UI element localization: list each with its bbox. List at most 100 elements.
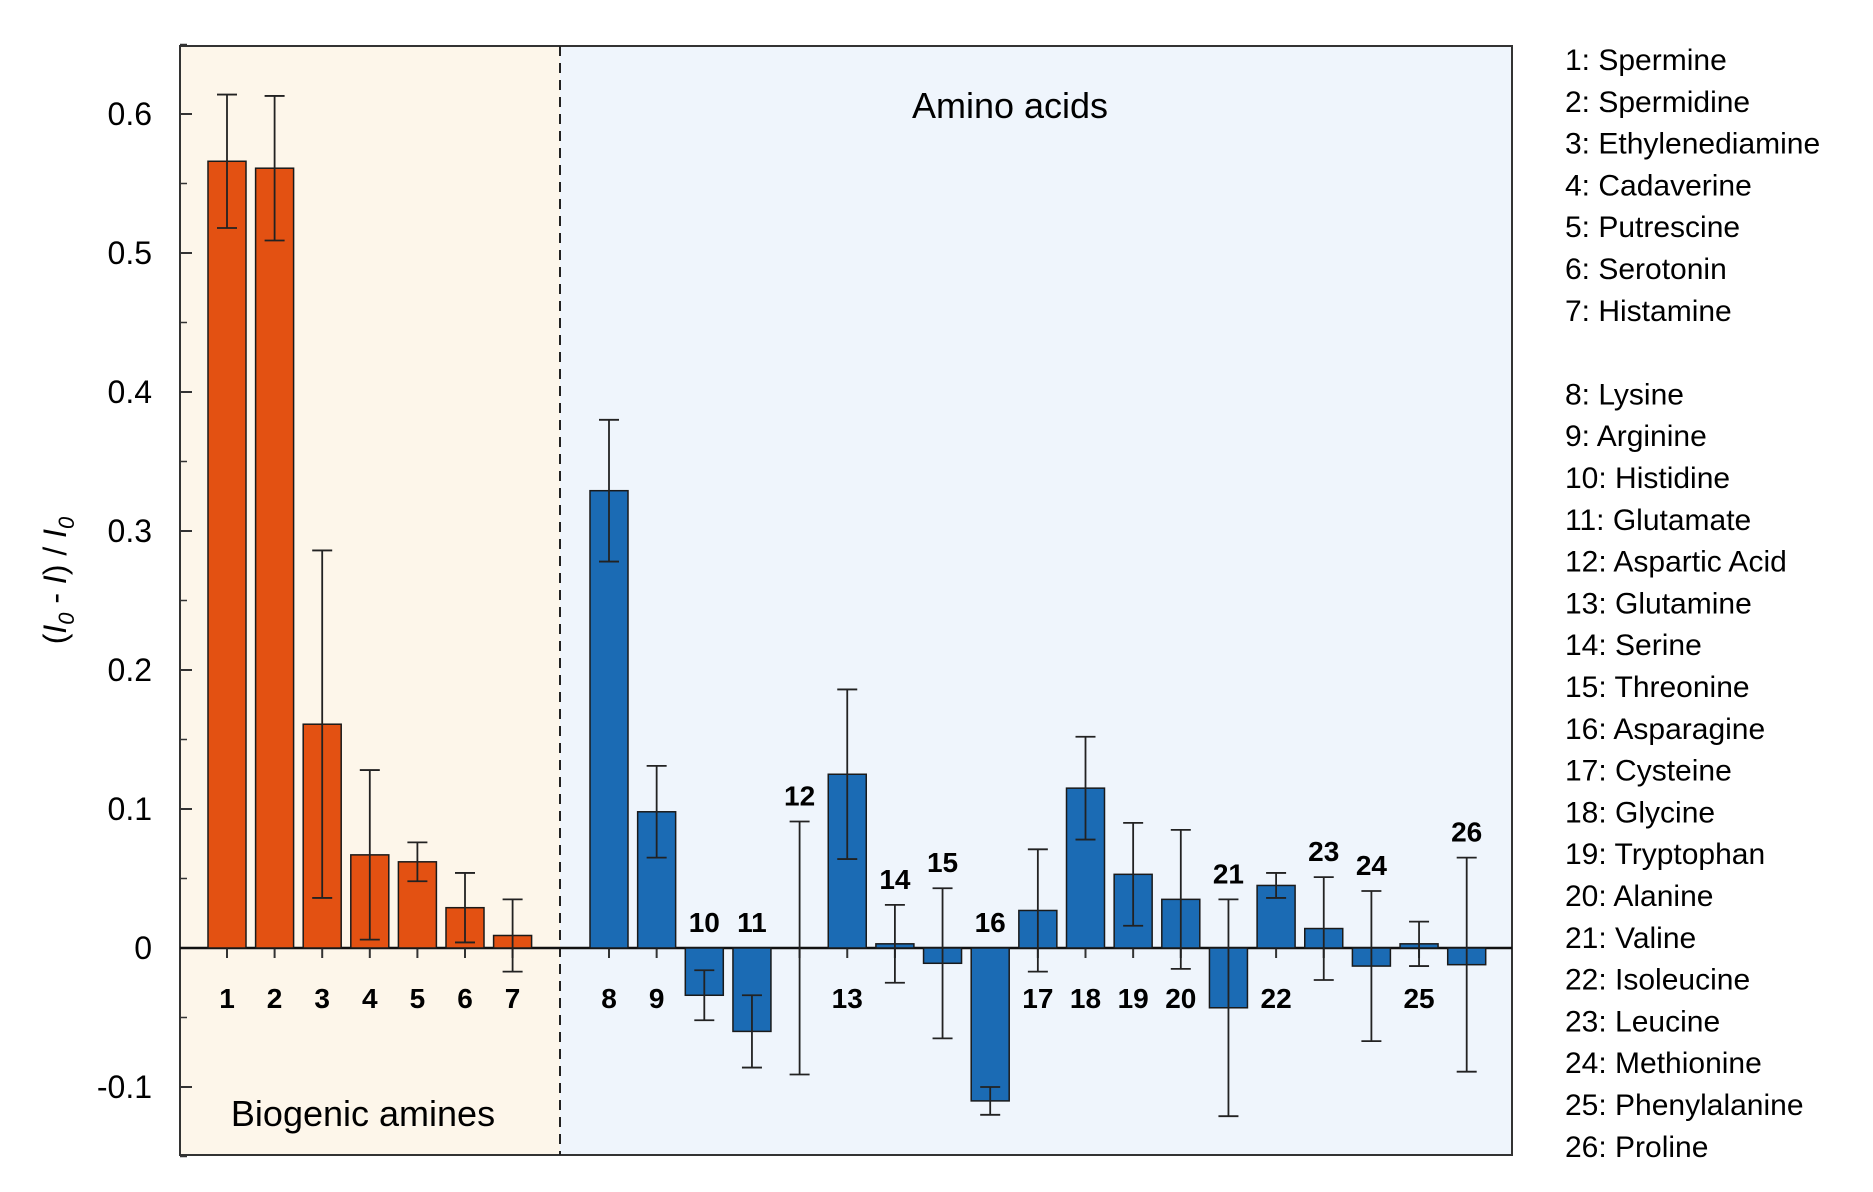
y-axis-label-part: ) / xyxy=(37,538,73,575)
category-label-25: 25 xyxy=(1403,983,1434,1014)
legend-item-24: 24: Methionine xyxy=(1565,1047,1762,1080)
error-bar-1 xyxy=(217,93,237,229)
legend-item-26: 26: Proline xyxy=(1565,1131,1708,1164)
error-bar-13 xyxy=(837,688,858,860)
legend-item-20: 20: Alanine xyxy=(1565,880,1713,913)
y-axis-label-part: I xyxy=(37,529,73,538)
error-bar-7 xyxy=(502,898,523,973)
region-label-amino-acids: Amino acids xyxy=(912,85,1108,126)
legend-item-1: 1: Spermine xyxy=(1565,44,1727,77)
error-bar-25 xyxy=(1409,920,1430,967)
legend-item-4: 4: Cadaverine xyxy=(1565,169,1752,202)
legend-item-25: 25: Phenylalanine xyxy=(1565,1089,1804,1122)
category-label-22: 22 xyxy=(1261,983,1292,1014)
bar-1 xyxy=(207,160,247,949)
category-label-4: 4 xyxy=(362,983,378,1014)
legend-item-17: 17: Cysteine xyxy=(1565,755,1732,788)
error-bar-26 xyxy=(1456,856,1477,1073)
error-bar-8 xyxy=(599,418,619,563)
category-label-6: 6 xyxy=(457,983,473,1014)
y-tick-labels: 0.6 0.5 0.4 0.3 0.2 0.1 0 -0.1 xyxy=(97,96,152,1105)
error-bar-22 xyxy=(1266,872,1287,899)
legend-item-5: 5: Putrescine xyxy=(1565,211,1740,244)
legend-item-22: 22: Isoleucine xyxy=(1565,964,1750,997)
error-bar-9 xyxy=(646,765,667,859)
legend-item-15: 15: Threonine xyxy=(1565,671,1750,704)
y-tick-label: 0 xyxy=(134,930,152,966)
y-axis-label-part: I xyxy=(37,575,73,584)
y-tick-label: 0.5 xyxy=(108,235,152,271)
category-label-1: 1 xyxy=(219,983,235,1014)
legend-item-9: 9: Arginine xyxy=(1565,420,1707,453)
bar-16 xyxy=(970,947,1010,1102)
category-label-12: 12 xyxy=(784,781,815,812)
error-bar-5 xyxy=(407,841,428,883)
category-label-8: 8 xyxy=(601,983,617,1014)
error-bar-24 xyxy=(1361,890,1382,1043)
category-label-13: 13 xyxy=(832,983,863,1014)
category-label-14: 14 xyxy=(879,864,911,895)
error-bar-17 xyxy=(1027,848,1048,973)
category-label-26: 26 xyxy=(1451,817,1482,848)
error-bar-12 xyxy=(789,820,810,1076)
error-bar-11 xyxy=(741,994,762,1069)
error-bar-16 xyxy=(980,1086,1001,1116)
error-bar-4 xyxy=(359,769,380,941)
error-bar-14 xyxy=(884,904,905,984)
category-label-15: 15 xyxy=(927,847,958,878)
legend-item-13: 13: Glutamine xyxy=(1565,587,1752,620)
y-axis-label-part: - xyxy=(37,584,73,612)
category-label-20: 20 xyxy=(1165,983,1196,1014)
category-label-9: 9 xyxy=(649,983,665,1014)
error-bar-21 xyxy=(1218,898,1239,1118)
legend-item-2: 2: Spermidine xyxy=(1565,86,1750,119)
error-bar-15 xyxy=(932,887,953,1040)
legend-item-21: 21: Valine xyxy=(1565,922,1696,955)
y-tick-label: 0.3 xyxy=(108,513,152,549)
error-bar-6 xyxy=(455,872,475,944)
bar-8 xyxy=(589,489,629,949)
error-bar-20 xyxy=(1170,828,1191,970)
category-label-24: 24 xyxy=(1356,850,1388,881)
legend: 1: Spermine 2: Spermidine 3: Ethylenediami… xyxy=(1565,44,1820,1164)
y-axis-label-part: 0 xyxy=(54,516,79,529)
y-axis-label: (I0 - I) / I0 xyxy=(37,516,79,644)
legend-item-11: 11: Glutamate xyxy=(1565,504,1751,537)
legend-item-6: 6: Serotonin xyxy=(1565,253,1727,286)
category-label-5: 5 xyxy=(410,983,426,1014)
legend-item-7: 7: Histamine xyxy=(1565,295,1732,328)
category-label-18: 18 xyxy=(1070,983,1101,1014)
error-bar-23 xyxy=(1313,876,1334,981)
category-label-19: 19 xyxy=(1118,983,1149,1014)
y-tick-label: 0.6 xyxy=(108,96,152,132)
legend-item-12: 12: Aspartic Acid xyxy=(1565,546,1787,579)
category-label-3: 3 xyxy=(314,983,330,1014)
legend-item-8: 8: Lysine xyxy=(1565,378,1684,411)
category-label-23: 23 xyxy=(1308,836,1339,867)
error-bars xyxy=(217,93,1477,1118)
y-tick-label: 0.2 xyxy=(108,652,152,688)
legend-item-16: 16: Asparagine xyxy=(1565,713,1765,746)
region-label-biogenic-amines: Biogenic amines xyxy=(231,1093,495,1134)
category-label-2: 2 xyxy=(267,983,283,1014)
category-label-11: 11 xyxy=(737,907,767,938)
category-label-7: 7 xyxy=(505,983,521,1014)
y-tick-label: -0.1 xyxy=(97,1069,152,1105)
legend-item-10: 10: Histidine xyxy=(1565,462,1730,495)
legend-item-23: 23: Leucine xyxy=(1565,1005,1720,1038)
error-bar-3 xyxy=(312,549,333,899)
category-label-10: 10 xyxy=(689,907,720,938)
error-bar-2 xyxy=(264,95,285,242)
legend-item-18: 18: Glycine xyxy=(1565,796,1715,829)
error-bar-18 xyxy=(1075,735,1096,841)
legend-item-19: 19: Tryptophan xyxy=(1565,838,1765,871)
y-axis-label-part: I xyxy=(37,625,73,634)
y-axis-label-part: 0 xyxy=(54,612,79,625)
y-axis-label-part: ( xyxy=(37,633,73,644)
category-label-21: 21 xyxy=(1213,858,1244,889)
bar-2 xyxy=(254,167,295,949)
y-tick-label: 0.4 xyxy=(108,374,152,410)
error-bar-19 xyxy=(1123,822,1144,927)
